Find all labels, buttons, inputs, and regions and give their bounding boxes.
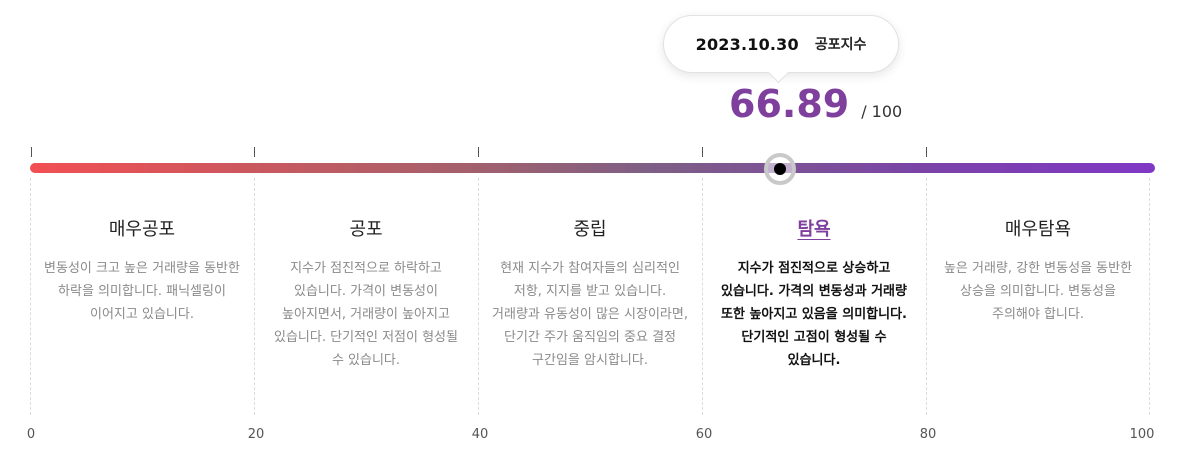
- score-max: / 100: [861, 102, 903, 121]
- zone-title: 중립: [573, 219, 607, 240]
- gauge-tick: [254, 147, 255, 157]
- zone-fear: 공포 지수가 점진적으로 하락하고 있습니다. 가격이 변동성이 높아지면서, …: [254, 215, 478, 372]
- zone-neutral: 중립 현재 지수가 참여자들의 심리적인 저항, 지지를 받고 있습니다. 거래…: [478, 215, 702, 372]
- column-divider: [478, 178, 479, 415]
- zone-title: 매우탐욕: [1004, 219, 1072, 240]
- axis-label: 40: [471, 427, 489, 442]
- score-display: 66.89 / 100: [729, 82, 902, 126]
- column-divider: [1149, 178, 1150, 415]
- zone-title-active[interactable]: 탐욕: [797, 219, 831, 240]
- column-divider: [702, 178, 703, 415]
- zone-title: 공포: [349, 219, 383, 240]
- tooltip-date: 2023.10.30: [695, 34, 799, 54]
- axis-label: 80: [919, 427, 937, 442]
- gauge-tick: [31, 147, 32, 157]
- zone-extreme-greed: 매우탐욕 높은 거래량, 강한 변동성을 동반한 상승을 의미합니다. 변동성을…: [926, 215, 1150, 326]
- gauge-tick: [926, 147, 927, 157]
- gauge-tick: [478, 147, 479, 157]
- zone-greed: 탐욕 지수가 점진적으로 상승하고 있습니다. 가격의 변동성과 거래량 또한 …: [702, 215, 926, 372]
- score-value: 66.89: [729, 82, 850, 126]
- axis-label: 0: [26, 427, 36, 442]
- column-divider: [30, 178, 31, 415]
- zone-description: 변동성이 크고 높은 거래량을 동반한 하락을 의미합니다. 패닉셀링이 이어지…: [44, 261, 240, 322]
- zone-title: 매우공포: [108, 219, 176, 240]
- gauge-marker[interactable]: [774, 163, 786, 175]
- axis-label: 20: [247, 427, 265, 442]
- fear-greed-gauge-bar: [30, 163, 1155, 173]
- column-divider: [254, 178, 255, 415]
- gauge-marker-ring[interactable]: [764, 153, 796, 185]
- zone-description: 현재 지수가 참여자들의 심리적인 저항, 지지를 받고 있습니다. 거래량과 …: [492, 261, 688, 368]
- date-tooltip: 2023.10.30 공포지수: [663, 15, 899, 73]
- zone-description-active: 지수가 점진적으로 상승하고 있습니다. 가격의 변동성과 거래량 또한 높아지…: [721, 261, 907, 368]
- axis-label: 60: [695, 427, 713, 442]
- gauge-tick: [702, 147, 703, 157]
- zone-description: 지수가 점진적으로 하락하고 있습니다. 가격이 변동성이 높아지면서, 거래량…: [274, 261, 458, 368]
- column-divider: [926, 178, 927, 415]
- zone-extreme-fear: 매우공포 변동성이 크고 높은 거래량을 동반한 하락을 의미합니다. 패닉셀링…: [30, 215, 254, 326]
- zone-description: 높은 거래량, 강한 변동성을 동반한 상승을 의미합니다. 변동성을 주의해야…: [943, 261, 1133, 322]
- axis-label: 100: [1129, 427, 1155, 442]
- tooltip-label: 공포지수: [814, 37, 867, 53]
